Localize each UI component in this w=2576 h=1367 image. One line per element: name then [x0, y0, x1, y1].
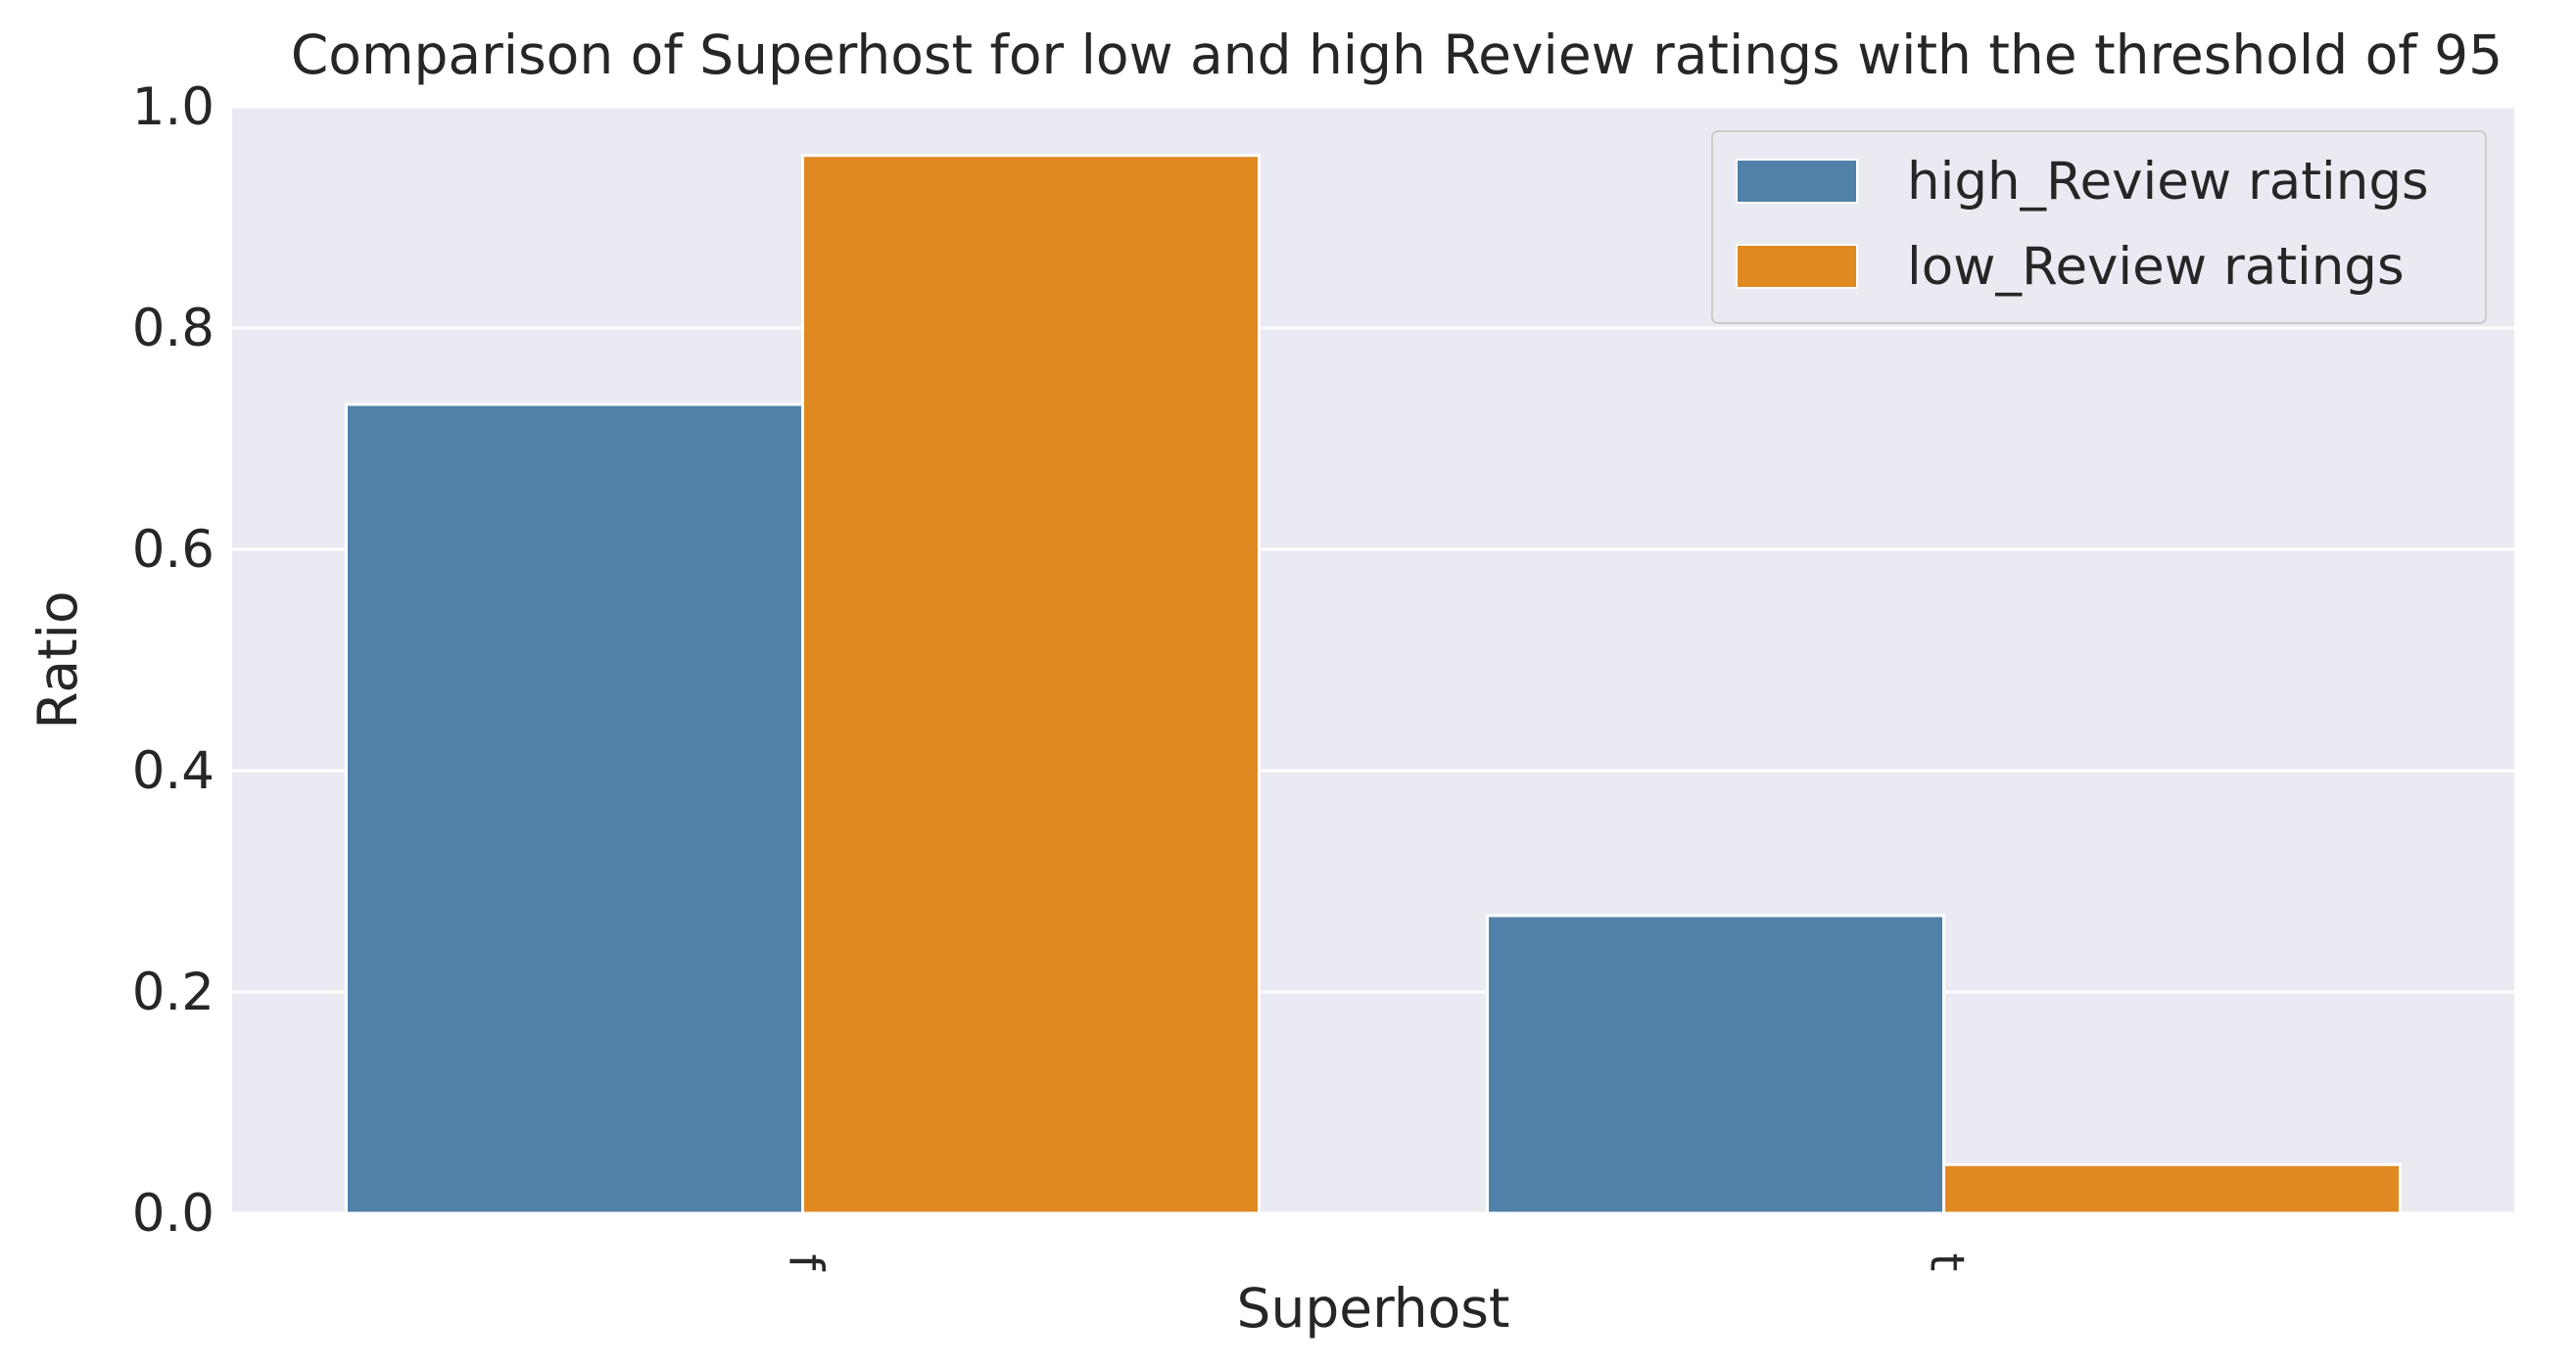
legend-label-low-review-ratings: low_Review ratings — [1907, 237, 2405, 297]
bar-f-high-review-ratings — [345, 402, 804, 1215]
bar-t-low-review-ratings — [1942, 1162, 2402, 1215]
bar-f-low-review-ratings — [801, 154, 1261, 1215]
y-tick-label: 0.6 — [132, 520, 215, 580]
y-tick-label: 0.8 — [132, 299, 215, 358]
chart-title: Comparison of Superhost for low and high… — [291, 24, 2503, 86]
legend: high_Review ratings low_Review ratings — [1711, 130, 2487, 324]
bars — [345, 154, 2402, 1215]
y-tick-labels: 0.0 0.2 0.4 0.6 0.8 1.0 — [132, 77, 215, 1244]
legend-swatch-low-review-ratings — [1736, 244, 1858, 289]
legend-box — [1711, 130, 2487, 324]
bar-t-high-review-ratings — [1486, 914, 1945, 1215]
y-tick-label: 1.0 — [132, 77, 215, 137]
y-axis-label: Ratio — [26, 590, 89, 729]
y-tick-label: 0.4 — [132, 741, 215, 801]
y-tick-label: 0.2 — [132, 963, 215, 1022]
y-tick-label: 0.0 — [132, 1184, 215, 1244]
x-tick-label: f — [779, 1254, 834, 1272]
legend-swatch-high-review-ratings — [1736, 159, 1858, 204]
x-tick-label: t — [1920, 1253, 1975, 1272]
x-axis-label: Superhost — [1237, 1277, 1510, 1340]
legend-label-high-review-ratings: high_Review ratings — [1907, 152, 2429, 212]
